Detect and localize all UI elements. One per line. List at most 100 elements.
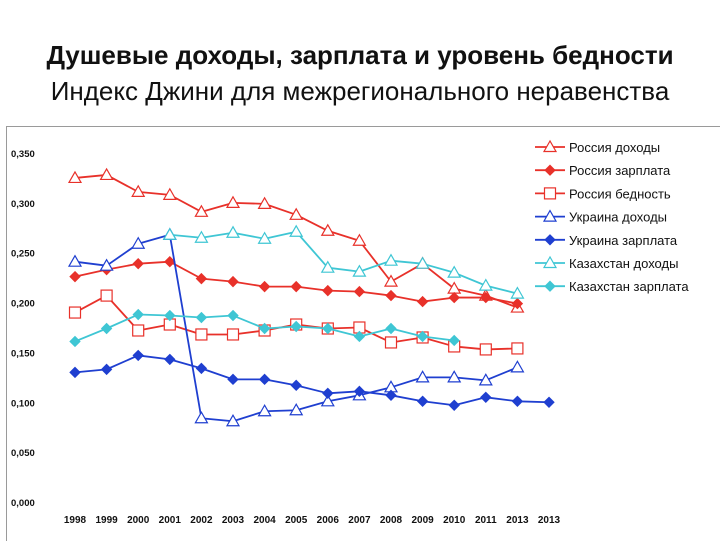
data-point — [289, 207, 304, 220]
data-point — [225, 195, 241, 208]
data-point — [543, 396, 555, 408]
data-point — [353, 330, 366, 343]
chart-frame: 0,000 0,050 0,100 0,150 0,200 0,250 0,300 0,350… — [6, 126, 720, 541]
legend-marker — [542, 255, 558, 269]
data-point — [416, 395, 429, 407]
data-point — [385, 289, 397, 302]
data-point — [257, 196, 272, 209]
series-line — [169, 230, 518, 295]
y-tick-label: 0,150 — [11, 348, 35, 359]
y-tick-label: 0,250 — [11, 249, 35, 260]
data-point — [132, 257, 144, 270]
x-tick-label: 2006 — [317, 515, 340, 526]
data-point — [352, 233, 367, 246]
data-point — [194, 411, 209, 424]
x-tick-label: 2003 — [222, 515, 245, 526]
data-point — [478, 278, 493, 291]
y-tick-label: 0,300 — [11, 199, 35, 210]
legend-marker — [542, 139, 558, 153]
data-point — [448, 291, 460, 304]
data-point — [320, 223, 335, 236]
x-tick-label: 2011 — [475, 515, 497, 526]
data-point — [322, 387, 334, 400]
data-point — [480, 291, 492, 304]
data-point — [164, 309, 176, 322]
data-point — [225, 225, 241, 238]
legend-label: Россия бедность — [569, 186, 671, 201]
x-tick-label: 2000 — [127, 515, 150, 526]
data-point — [416, 295, 429, 308]
data-point — [322, 284, 334, 297]
data-point — [258, 280, 271, 293]
data-point — [510, 360, 525, 373]
data-point — [511, 395, 524, 407]
data-point — [289, 224, 304, 237]
data-point — [99, 167, 114, 181]
legend-marker — [543, 187, 557, 200]
x-tick-label: 1999 — [95, 515, 118, 526]
data-point — [511, 297, 524, 310]
x-tick-label: 2001 — [159, 515, 182, 526]
data-point — [383, 274, 399, 287]
data-point — [447, 265, 462, 278]
data-point — [258, 322, 271, 335]
x-tick-label: 2004 — [253, 515, 276, 526]
data-point — [68, 306, 82, 319]
data-point — [320, 394, 335, 407]
legend-label: Украина зарплата — [569, 233, 678, 248]
legend-label: Казахстан доходы — [569, 256, 678, 271]
data-point — [415, 370, 430, 383]
y-tick-label: 0,100 — [11, 398, 35, 409]
legend-label: Казахстан зарплата — [569, 279, 689, 294]
x-tick-label: 2010 — [443, 515, 466, 526]
data-point — [227, 309, 239, 322]
data-point — [131, 184, 146, 197]
data-point — [132, 324, 145, 337]
data-point — [415, 256, 430, 269]
data-point — [227, 275, 239, 288]
data-point — [100, 322, 113, 335]
data-point — [322, 322, 334, 335]
data-point — [384, 336, 398, 349]
data-point — [416, 330, 429, 343]
x-tick-label: 2013 — [538, 515, 561, 526]
data-point — [290, 320, 302, 333]
legend-marker — [542, 209, 558, 222]
data-point — [478, 373, 493, 386]
data-point — [100, 289, 113, 302]
data-point — [132, 349, 144, 362]
data-point — [320, 260, 335, 273]
data-point — [353, 285, 366, 298]
data-point — [385, 389, 397, 402]
line-chart: 0,000 0,050 0,100 0,150 0,200 0,250 0,300 0,350… — [11, 139, 689, 526]
legend-label: Россия зарплата — [569, 163, 671, 178]
legend-label: Украина доходы — [569, 210, 667, 225]
data-point — [226, 328, 240, 341]
x-tick-label: 2013 — [506, 515, 529, 526]
data-point — [352, 264, 367, 277]
legend-marker — [544, 164, 556, 176]
chart-title: Душевые доходы, зарплата и уровень бедно… — [46, 40, 674, 70]
x-tick-label: 2002 — [190, 515, 213, 526]
data-point — [195, 362, 208, 375]
chart-subtitle: Индекс Джини для межрегионального нераве… — [50, 76, 670, 106]
legend-label: Россия доходы — [569, 140, 660, 155]
data-point — [480, 391, 492, 404]
data-point — [257, 404, 272, 417]
data-point — [164, 353, 176, 366]
data-point — [164, 255, 176, 268]
data-point — [448, 399, 460, 411]
x-tick-label: 2005 — [285, 515, 308, 526]
y-tick-label: 0,350 — [11, 149, 35, 160]
data-point — [162, 227, 177, 240]
data-point — [195, 328, 208, 341]
data-point — [100, 363, 113, 376]
data-point — [448, 334, 460, 347]
data-point — [132, 308, 144, 321]
data-point — [258, 373, 271, 386]
data-point — [447, 370, 462, 383]
data-point — [257, 231, 272, 244]
data-point — [69, 366, 81, 379]
data-point — [67, 170, 83, 184]
data-point — [162, 187, 177, 200]
